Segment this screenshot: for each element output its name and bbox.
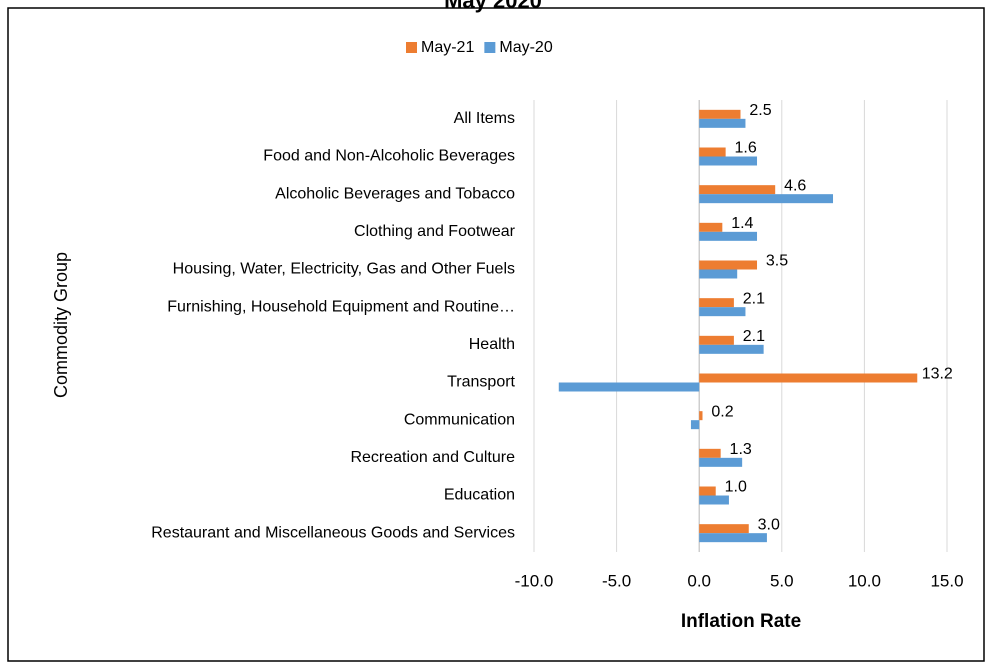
data-label: 1.0 bbox=[725, 479, 747, 496]
bar bbox=[699, 269, 738, 279]
x-tick-label: 15.0 bbox=[930, 571, 963, 590]
bar bbox=[699, 495, 729, 505]
y-tick-label: Health bbox=[469, 336, 515, 353]
bar bbox=[699, 373, 918, 383]
y-tick-label: Food and Non-Alcoholic Beverages bbox=[263, 148, 515, 165]
x-tick-label: -5.0 bbox=[602, 571, 631, 590]
y-tick-label: Furnishing, Household Equipment and Rout… bbox=[167, 298, 515, 315]
y-tick-label: All Items bbox=[454, 110, 515, 127]
bar bbox=[699, 231, 758, 241]
data-label: 0.2 bbox=[711, 403, 733, 420]
bar bbox=[699, 118, 746, 128]
y-tick-label: Alcoholic Beverages and Tobacco bbox=[275, 185, 515, 202]
chart-title: May 2020 bbox=[444, 0, 542, 13]
bar bbox=[699, 457, 743, 467]
data-label: 2.5 bbox=[749, 102, 771, 119]
data-label: 2.1 bbox=[743, 328, 765, 345]
x-tick-label: 5.0 bbox=[770, 571, 794, 590]
data-label: 4.6 bbox=[784, 177, 806, 194]
bar bbox=[699, 533, 767, 543]
x-tick-label: 10.0 bbox=[848, 571, 881, 590]
x-tick-label: 0.0 bbox=[687, 571, 711, 590]
legend-swatch bbox=[406, 42, 417, 53]
bar bbox=[558, 382, 700, 392]
bar bbox=[699, 194, 834, 204]
x-tick-label: -10.0 bbox=[515, 571, 554, 590]
y-tick-label: Transport bbox=[447, 374, 515, 391]
data-label: 1.4 bbox=[731, 215, 753, 232]
bar bbox=[699, 307, 746, 317]
y-tick-label: Recreation and Culture bbox=[350, 449, 515, 466]
y-tick-label: Clothing and Footwear bbox=[354, 223, 516, 240]
bar bbox=[699, 260, 758, 270]
bar bbox=[699, 298, 734, 308]
legend-swatch bbox=[484, 42, 496, 53]
data-label: 13.2 bbox=[922, 366, 953, 383]
legend-label: May-20 bbox=[499, 39, 552, 56]
y-tick-label: Restaurant and Miscellaneous Goods and S… bbox=[151, 524, 515, 541]
y-tick-label: Communication bbox=[404, 411, 515, 428]
bar bbox=[699, 109, 741, 119]
bar bbox=[699, 185, 776, 195]
bar bbox=[699, 335, 734, 345]
legend-label: May-21 bbox=[421, 39, 474, 56]
bar bbox=[690, 420, 700, 430]
x-axis-title: Inflation Rate bbox=[681, 611, 801, 632]
y-tick-label: Housing, Water, Electricity, Gas and Oth… bbox=[173, 261, 515, 278]
bar bbox=[699, 411, 703, 421]
data-label: 1.6 bbox=[735, 140, 757, 157]
data-label: 3.5 bbox=[766, 253, 788, 270]
y-axis-title: Commodity Group bbox=[51, 252, 71, 398]
y-tick-label: Education bbox=[444, 487, 515, 504]
bar bbox=[699, 524, 749, 534]
bar bbox=[699, 147, 726, 157]
bar bbox=[699, 486, 716, 496]
bar bbox=[699, 448, 721, 458]
bar bbox=[699, 344, 764, 354]
bar bbox=[699, 222, 723, 232]
data-label: 2.1 bbox=[743, 290, 765, 307]
bar bbox=[699, 156, 758, 166]
chart-frame bbox=[7, 7, 985, 662]
data-label: 1.3 bbox=[730, 441, 752, 458]
data-label: 3.0 bbox=[758, 516, 780, 533]
